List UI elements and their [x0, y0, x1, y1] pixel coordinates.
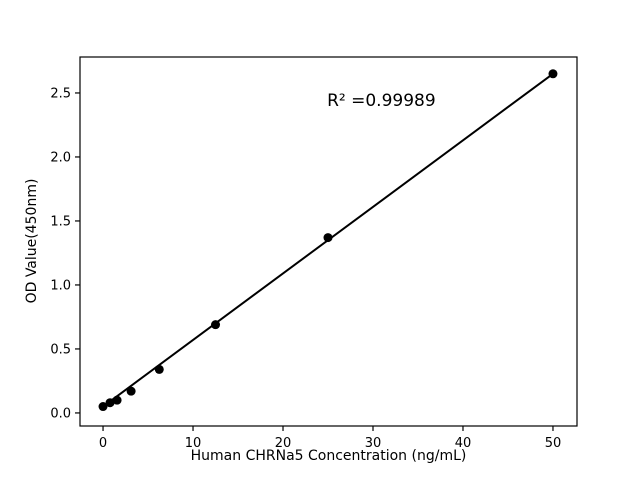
plot-border: [79, 56, 578, 427]
data-point: [105, 398, 115, 408]
x-tick-label: 50: [545, 436, 562, 451]
x-tick-label: 40: [455, 436, 472, 451]
x-tick-label: 30: [365, 436, 382, 451]
x-axis-label: Human CHRNa5 Concentration (ng/mL): [190, 448, 467, 464]
y-tick-label: 0.0: [50, 406, 71, 421]
data-point: [154, 364, 164, 374]
data-point: [548, 69, 558, 79]
y-tick-label: 1.0: [50, 278, 71, 293]
x-tick-label: 10: [185, 436, 202, 451]
x-tick-label: 0: [99, 436, 107, 451]
data-point: [323, 233, 333, 243]
y-tick-label: 2.0: [50, 150, 71, 165]
data-point: [112, 395, 122, 405]
data-point: [126, 386, 136, 396]
data-point: [98, 402, 108, 412]
y-tick-label: 0.5: [50, 342, 71, 357]
r-squared-annotation: R² =0.99989: [327, 90, 436, 111]
data-point: [211, 320, 221, 330]
y-tick-label: 2.5: [50, 86, 71, 101]
y-axis-label: OD Value(450nm): [24, 178, 40, 304]
y-tick-label: 1.5: [50, 214, 71, 229]
x-tick-label: 20: [275, 436, 292, 451]
